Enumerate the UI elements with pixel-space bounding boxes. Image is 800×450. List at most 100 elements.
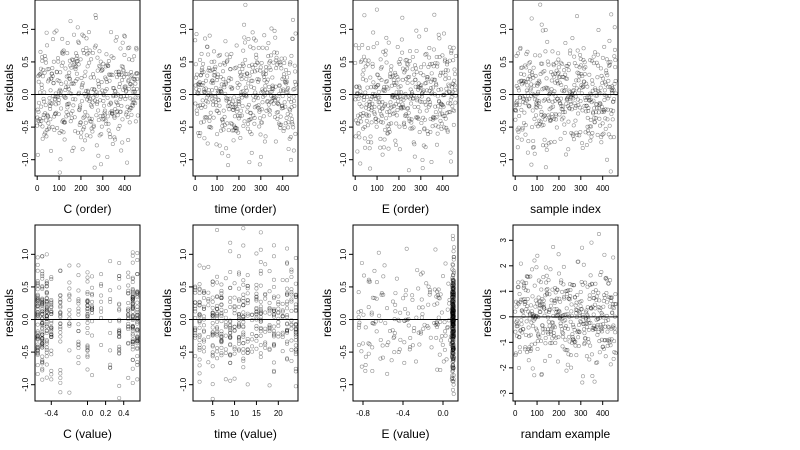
data-point xyxy=(613,330,618,335)
data-point xyxy=(112,114,117,119)
data-point xyxy=(219,334,224,339)
data-point xyxy=(219,345,224,350)
data-point xyxy=(406,110,411,115)
data-point xyxy=(607,304,612,309)
data-point xyxy=(286,120,291,125)
data-point xyxy=(435,322,440,327)
data-point xyxy=(92,87,97,92)
data-point xyxy=(250,344,255,349)
data-point xyxy=(558,136,563,141)
data-point xyxy=(224,52,229,57)
data-point xyxy=(559,82,564,87)
data-point xyxy=(450,290,455,295)
data-point xyxy=(235,126,240,131)
data-point xyxy=(436,295,441,300)
data-point xyxy=(603,80,608,85)
data-point xyxy=(131,99,136,104)
data-point xyxy=(540,326,545,331)
data-point xyxy=(280,313,285,318)
data-point xyxy=(450,319,455,324)
data-point xyxy=(290,17,295,22)
data-point xyxy=(282,100,287,105)
data-point xyxy=(219,338,224,343)
data-point xyxy=(210,344,215,349)
data-point xyxy=(109,110,114,115)
data-point xyxy=(451,327,456,332)
data-point xyxy=(543,293,548,298)
data-point xyxy=(438,118,443,123)
data-point xyxy=(428,102,433,107)
data-point xyxy=(271,85,276,90)
data-point xyxy=(450,309,455,314)
data-point xyxy=(219,128,224,133)
data-point xyxy=(541,86,546,91)
data-point xyxy=(219,353,224,358)
data-point xyxy=(522,72,527,77)
data-point xyxy=(52,114,57,119)
data-point xyxy=(93,15,98,20)
data-point xyxy=(53,112,58,117)
data-point xyxy=(245,283,250,288)
data-point xyxy=(545,287,550,292)
data-point xyxy=(405,311,410,316)
data-point xyxy=(44,362,49,367)
data-point xyxy=(276,96,281,101)
data-point xyxy=(544,309,549,314)
y-tick-label: -1.0 xyxy=(21,152,30,166)
data-point xyxy=(263,342,268,347)
data-point xyxy=(210,332,215,337)
data-point xyxy=(403,68,408,73)
data-point xyxy=(547,323,552,328)
x-tick-label: 100 xyxy=(530,409,544,418)
data-point xyxy=(601,304,606,309)
data-point xyxy=(293,343,298,348)
data-point xyxy=(273,35,278,40)
data-point xyxy=(108,288,113,293)
data-point xyxy=(451,366,456,371)
data-point xyxy=(43,111,48,116)
data-point xyxy=(228,240,233,245)
data-point xyxy=(450,300,455,305)
data-point xyxy=(408,96,413,101)
data-point xyxy=(67,297,72,302)
data-point xyxy=(219,89,224,94)
data-point xyxy=(371,45,376,50)
data-point xyxy=(130,275,135,280)
data-point xyxy=(216,98,221,103)
data-point xyxy=(72,32,77,37)
data-point xyxy=(263,345,268,350)
data-point xyxy=(450,387,455,392)
data-point xyxy=(451,315,456,320)
data-point xyxy=(201,328,206,333)
data-point xyxy=(451,322,456,327)
data-point xyxy=(568,353,573,358)
data-point xyxy=(285,328,290,333)
data-point xyxy=(433,123,438,128)
data-point xyxy=(582,72,587,77)
data-point xyxy=(276,316,281,321)
data-point xyxy=(85,307,90,312)
data-point xyxy=(515,322,520,327)
data-point xyxy=(543,336,548,341)
data-point xyxy=(398,337,403,342)
data-point xyxy=(369,108,374,113)
data-point xyxy=(240,89,245,94)
data-point xyxy=(89,104,94,109)
data-point xyxy=(516,365,521,370)
data-point xyxy=(254,93,259,98)
data-point xyxy=(40,271,45,276)
data-point xyxy=(201,81,206,86)
data-point xyxy=(122,52,127,57)
data-point xyxy=(290,120,295,125)
y-tick-label: -0.5 xyxy=(179,345,188,359)
data-point xyxy=(530,125,535,130)
data-point xyxy=(126,321,131,326)
data-point xyxy=(282,61,287,66)
data-point xyxy=(223,347,228,352)
data-point xyxy=(51,81,56,86)
data-point xyxy=(258,310,263,315)
data-point xyxy=(523,101,528,106)
data-point xyxy=(135,335,140,340)
data-point xyxy=(554,335,559,340)
data-point xyxy=(415,96,420,101)
